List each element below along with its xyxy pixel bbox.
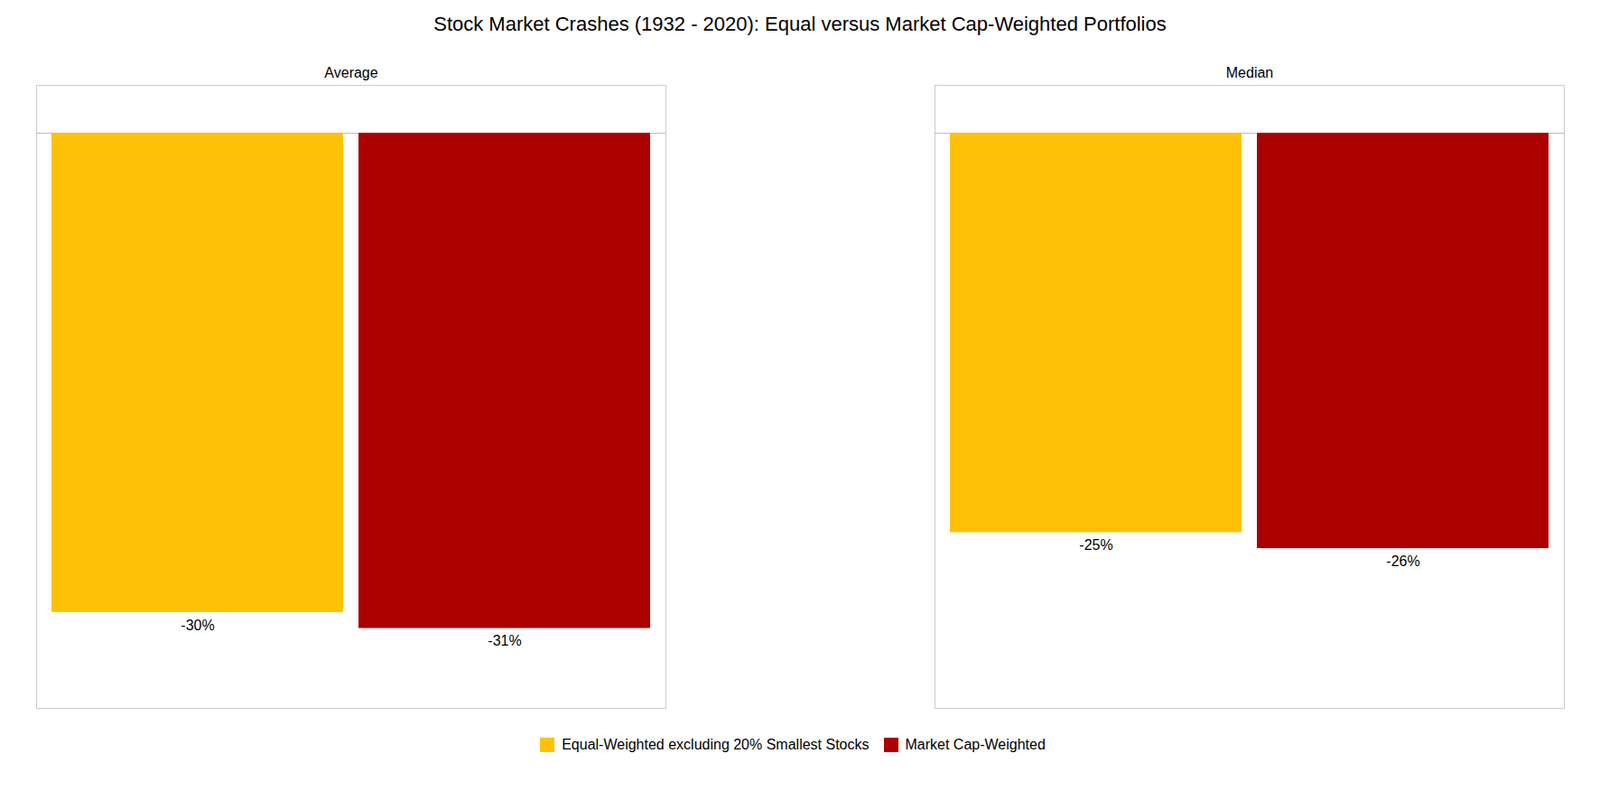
html-text:Stock Market Crashes (1932 - 2: Stock Market Crashes (1932 - 2020): Equa…	[433, 12, 1167, 36]
html-text:Market Cap-Weighted: Market Cap-Weighted	[905, 736, 1046, 752]
svg-text:-31%: -31%	[487, 632, 521, 649]
html-text:Equal-Weighted excluding 20% S: Equal-Weighted excluding 20% Smallest St…	[561, 736, 870, 752]
svg-text:-30%: -30%	[180, 617, 214, 633]
svg-text:-25%: -25%	[1079, 537, 1113, 553]
svg-text:Average: Average	[324, 65, 378, 81]
svg-text:Median: Median	[1226, 65, 1274, 81]
svg-text:-26%: -26%	[1386, 553, 1420, 569]
